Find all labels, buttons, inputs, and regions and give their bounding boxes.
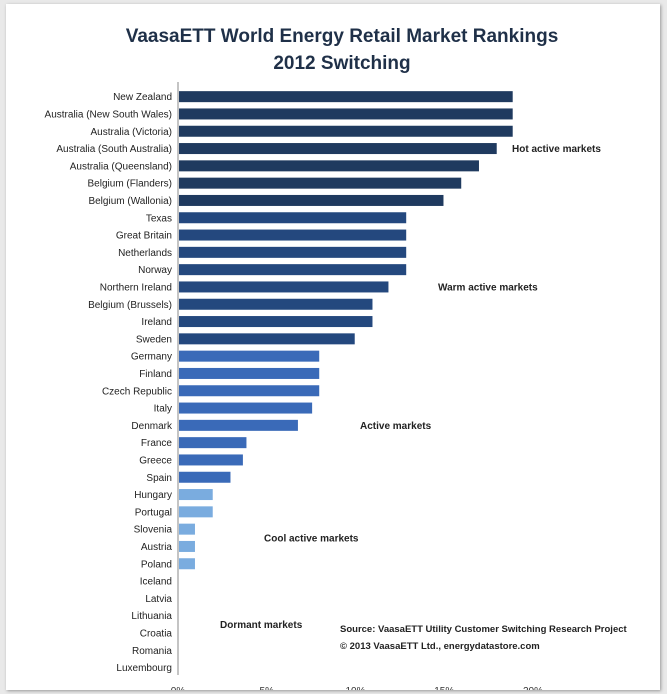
group-annotation: Hot active markets: [512, 144, 601, 155]
x-tick-label: 0%: [171, 686, 186, 690]
category-label: Germany: [131, 352, 172, 363]
x-tick-label: 15%: [434, 686, 454, 690]
category-label: Denmark: [131, 421, 173, 432]
category-label: Lithuania: [131, 611, 172, 622]
category-label: Romania: [132, 646, 172, 657]
chart-page: VaasaETT World Energy Retail Market Rank…: [6, 4, 660, 690]
group-annotation: Dormant markets: [220, 620, 303, 631]
bar: [179, 212, 407, 224]
category-label: Netherlands: [118, 248, 172, 259]
bar: [179, 108, 513, 120]
bar: [179, 194, 444, 206]
category-label: Australia (New South Wales): [45, 109, 172, 120]
category-label: Norway: [138, 265, 172, 276]
category-label: Luxembourg: [116, 663, 172, 674]
bars-group: [179, 91, 513, 570]
group-annotation: Warm active markets: [438, 282, 538, 293]
category-label: Spain: [146, 473, 172, 484]
bar: [179, 489, 213, 501]
source-line-2: © 2013 VaasaETT Ltd., energydatastore.co…: [340, 641, 540, 652]
bar: [179, 419, 298, 431]
bar: [179, 264, 407, 276]
category-label: Belgium (Flanders): [88, 179, 172, 190]
category-label: Sweden: [136, 334, 172, 345]
bar-chart: VaasaETT World Energy Retail Market Rank…: [45, 26, 628, 690]
category-label: Austria: [141, 542, 173, 553]
x-tick-label: 20%: [523, 686, 543, 690]
bar: [179, 229, 407, 241]
x-tick-label: 5%: [260, 686, 275, 690]
bar: [179, 177, 462, 189]
chart-title-line-1: VaasaETT World Energy Retail Market Rank…: [126, 26, 559, 47]
bar: [179, 125, 513, 137]
category-label: Australia (Queensland): [70, 161, 172, 172]
category-label: Croatia: [140, 628, 173, 639]
category-label: Belgium (Wallonia): [88, 196, 172, 207]
category-label: Australia (South Australia): [56, 144, 172, 155]
bar: [179, 91, 513, 103]
bar: [179, 454, 243, 466]
x-tick-label: 10%: [345, 686, 365, 690]
bar: [179, 540, 195, 552]
category-label: Slovenia: [134, 525, 173, 536]
bar: [179, 471, 231, 483]
category-label: Finland: [139, 369, 172, 380]
source-line-1: Source: VaasaETT Utility Customer Switch…: [340, 624, 628, 635]
category-labels-group: New Zealand Australia (New South Wales) Au…: [45, 92, 173, 674]
bar: [179, 281, 389, 293]
bar: [179, 316, 373, 328]
category-label: Ireland: [141, 317, 172, 328]
group-annotations: Hot active markets Warm active markets Act…: [220, 144, 601, 631]
bar: [179, 350, 320, 362]
bar: [179, 298, 373, 310]
bar: [179, 385, 320, 397]
bar: [179, 333, 355, 345]
group-annotation: Active markets: [360, 421, 432, 432]
category-label: Northern Ireland: [100, 282, 172, 293]
category-label: Latvia: [145, 594, 172, 605]
category-label: Italy: [154, 404, 172, 415]
bar: [179, 558, 195, 570]
bar: [179, 160, 479, 172]
bar: [179, 506, 213, 518]
category-label: Portugal: [135, 507, 172, 518]
category-label: Iceland: [140, 577, 172, 588]
bar: [179, 523, 195, 535]
category-label: Poland: [141, 559, 172, 570]
bar: [179, 143, 497, 155]
category-label: France: [141, 438, 173, 449]
category-label: Czech Republic: [102, 386, 172, 397]
bar: [179, 367, 320, 379]
bar: [179, 246, 407, 258]
bar: [179, 402, 313, 414]
category-label: Belgium (Brussels): [88, 300, 172, 311]
x-tick-labels-group: 0% 5% 10% 15% 20%: [171, 686, 543, 690]
group-annotation: Cool active markets: [264, 533, 359, 544]
category-label: New Zealand: [113, 92, 172, 103]
category-label: Greece: [139, 455, 172, 466]
category-label: Great Britain: [116, 231, 172, 242]
bar: [179, 437, 247, 449]
category-label: Australia (Victoria): [90, 127, 172, 138]
category-label: Hungary: [134, 490, 172, 501]
category-label: Texas: [146, 213, 172, 224]
chart-title-line-2: 2012 Switching: [273, 53, 410, 74]
